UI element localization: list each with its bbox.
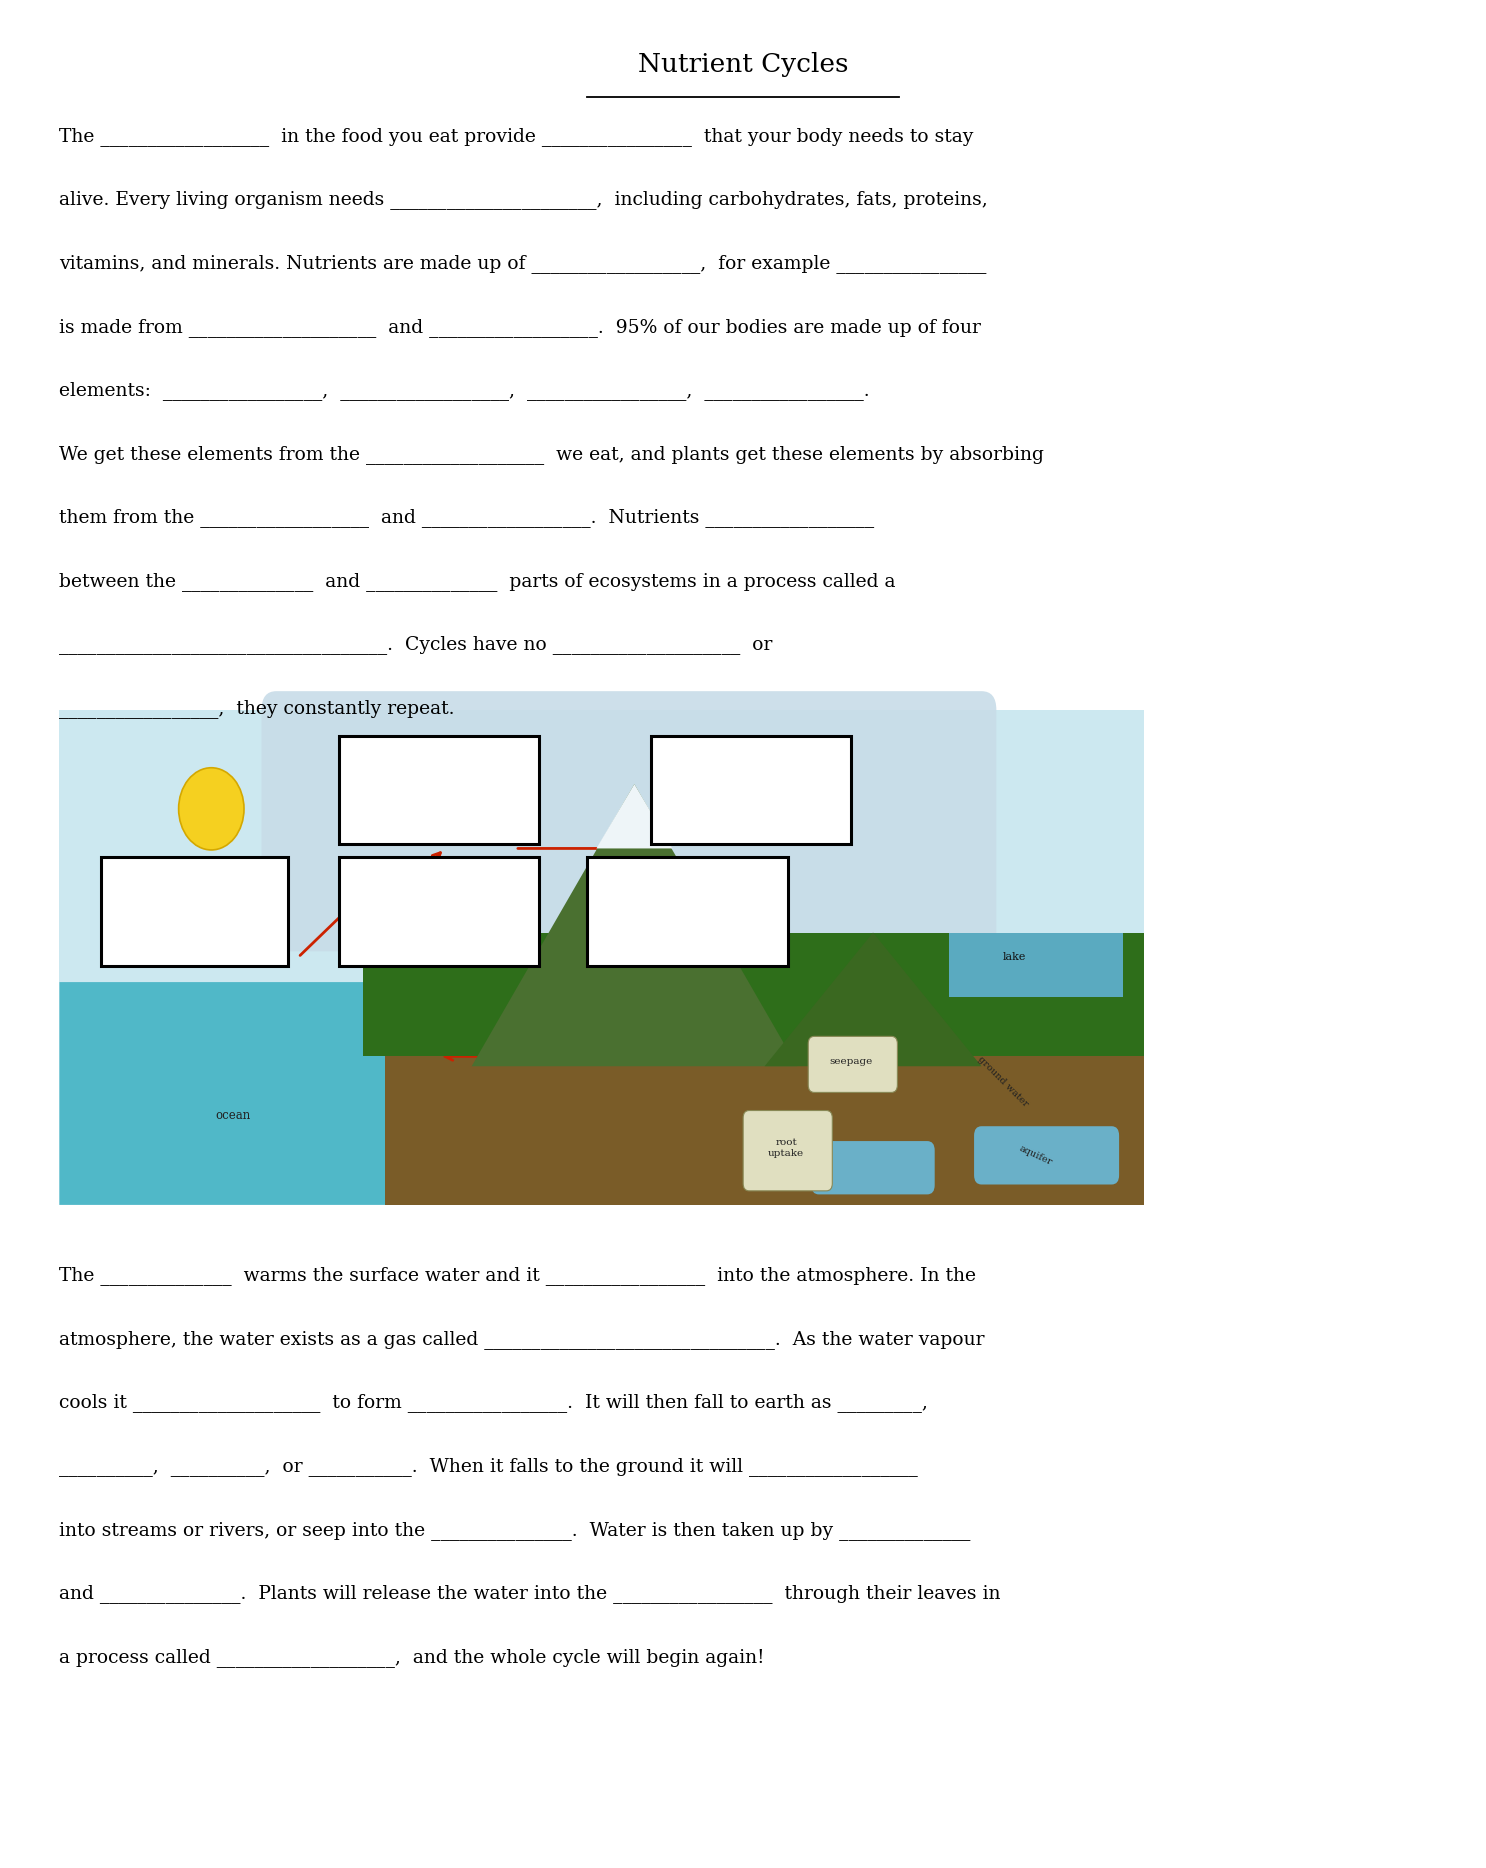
FancyBboxPatch shape xyxy=(339,736,539,844)
Text: ground water: ground water xyxy=(976,1054,1030,1108)
Text: a process called ___________________,  and the whole cycle will begin again!: a process called ___________________, an… xyxy=(59,1648,765,1666)
Text: elements:  _________________,  __________________,  _________________,  ________: elements: _________________, ___________… xyxy=(59,381,871,400)
Text: __________,  __________,  or ___________.  When it falls to the ground it will _: __________, __________, or ___________. … xyxy=(59,1457,918,1476)
Text: ocean: ocean xyxy=(215,1110,251,1123)
Text: _________________,  they constantly repeat.: _________________, they constantly repea… xyxy=(59,699,455,717)
Text: lake: lake xyxy=(1003,953,1025,962)
Polygon shape xyxy=(764,932,981,1067)
FancyBboxPatch shape xyxy=(808,1037,898,1093)
Text: into streams or rivers, or seep into the _______________.  Water is then taken u: into streams or rivers, or seep into the… xyxy=(59,1521,970,1539)
Polygon shape xyxy=(363,932,1144,1057)
Polygon shape xyxy=(471,785,796,1067)
FancyBboxPatch shape xyxy=(811,1141,935,1194)
Polygon shape xyxy=(596,785,672,848)
Polygon shape xyxy=(59,983,516,1205)
Polygon shape xyxy=(385,1016,1144,1205)
Text: root
uptake: root uptake xyxy=(768,1138,804,1158)
FancyBboxPatch shape xyxy=(587,857,788,966)
Text: and _______________.  Plants will release the water into the _________________  : and _______________. Plants will release… xyxy=(59,1584,1002,1603)
Text: vitamins, and minerals. Nutrients are made up of __________________,  for exampl: vitamins, and minerals. Nutrients are ma… xyxy=(59,254,987,273)
Text: is made from ____________________  and __________________.  95% of our bodies ar: is made from ____________________ and __… xyxy=(59,318,981,336)
FancyBboxPatch shape xyxy=(262,691,996,951)
Text: alive. Every living organism needs ______________________,  including carbohydra: alive. Every living organism needs _____… xyxy=(59,191,988,209)
Text: The ______________  warms the surface water and it _________________  into the a: The ______________ warms the surface wat… xyxy=(59,1267,976,1285)
Text: Nutrient Cycles: Nutrient Cycles xyxy=(637,52,849,77)
Text: them from the __________________  and __________________.  Nutrients ___________: them from the __________________ and ___… xyxy=(59,508,875,527)
FancyBboxPatch shape xyxy=(59,710,1144,1205)
FancyBboxPatch shape xyxy=(743,1110,832,1192)
Text: The __________________  in the food you eat provide ________________  that your : The __________________ in the food you e… xyxy=(59,127,973,146)
FancyBboxPatch shape xyxy=(339,857,539,966)
FancyBboxPatch shape xyxy=(975,1126,1119,1184)
Text: seepage: seepage xyxy=(829,1057,872,1067)
FancyBboxPatch shape xyxy=(101,857,288,966)
Text: cools it ____________________  to form _________________.  It will then fall to : cools it ____________________ to form __… xyxy=(59,1394,929,1412)
Circle shape xyxy=(178,768,244,850)
Text: We get these elements from the ___________________  we eat, and plants get these: We get these elements from the _________… xyxy=(59,445,1045,463)
Polygon shape xyxy=(950,932,1122,998)
Text: between the ______________  and ______________  parts of ecosystems in a process: between the ______________ and _________… xyxy=(59,572,896,590)
Text: ___________________________________.  Cycles have no ____________________  or: ___________________________________. Cyc… xyxy=(59,635,773,654)
FancyBboxPatch shape xyxy=(651,736,851,844)
Text: aquifer: aquifer xyxy=(1018,1143,1054,1168)
Text: atmosphere, the water exists as a gas called _______________________________.  A: atmosphere, the water exists as a gas ca… xyxy=(59,1330,985,1349)
